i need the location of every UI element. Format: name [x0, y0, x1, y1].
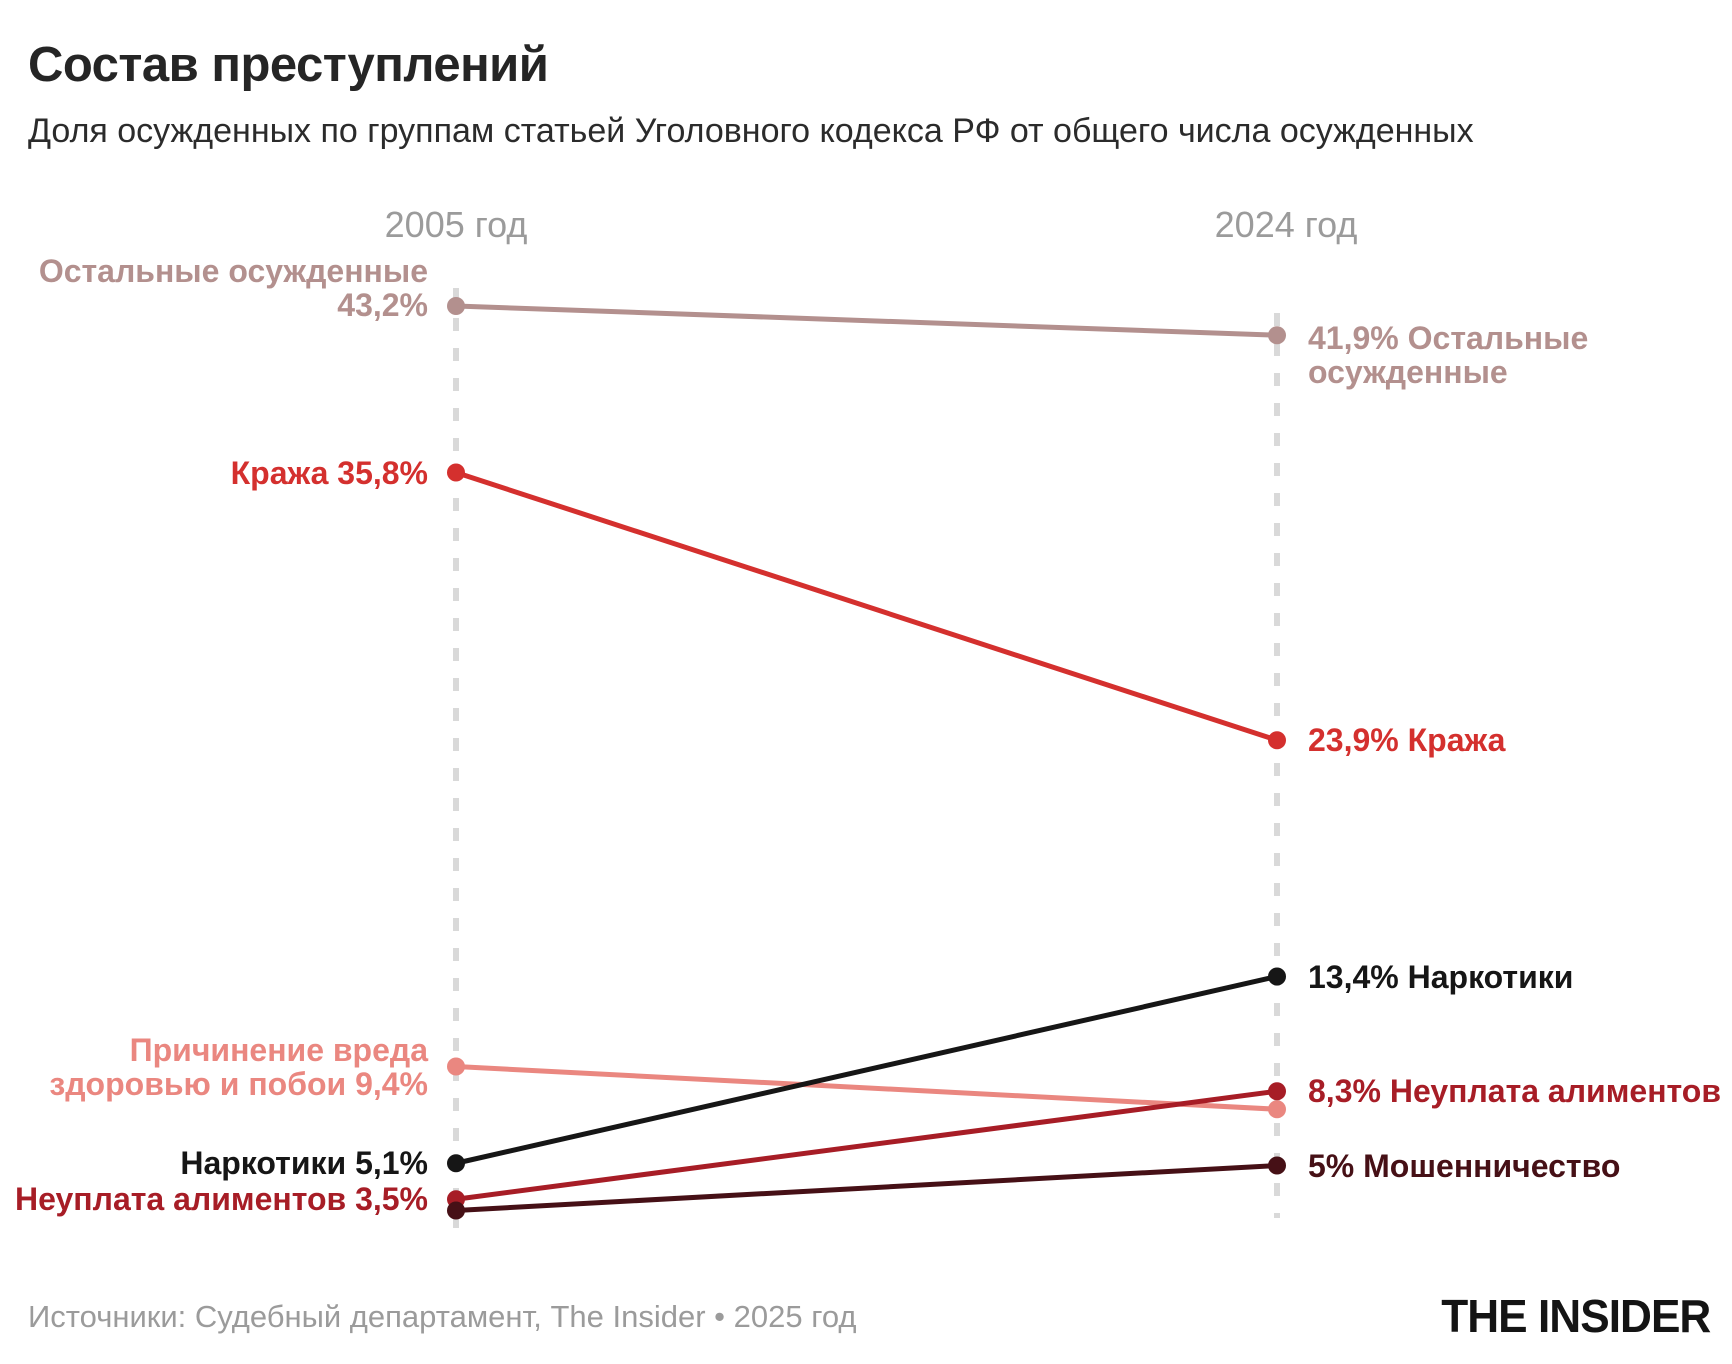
- left-label-line-vred-zdorovyu: Причинение вреда: [129, 1031, 428, 1068]
- left-label-vred-zdorovyu: Причинение вреда здоровью и побои 9,4%: [49, 1033, 428, 1101]
- left-label-line-narkotiki: Наркотики 5,1%: [180, 1145, 428, 1182]
- dot-alimenty-2024: [1268, 1082, 1286, 1101]
- left-label-line-krazha: Кража 35,8%: [230, 454, 428, 491]
- right-label-alimenty: 8,3% Неуплата алиментов: [1308, 1074, 1721, 1108]
- right-label-line-moshennichestvo: 5% Мошенничество: [1308, 1147, 1621, 1184]
- dot-krazha-2024: [1268, 731, 1286, 750]
- right-label-ostalnye: 41,9% Остальные осужденные: [1308, 321, 1588, 389]
- slope-line-vred-zdorovyu: [455, 1064, 1278, 1112]
- dot-vred-zdorovyu-2005: [447, 1057, 465, 1076]
- dot-ostalnye-2024: [1268, 326, 1286, 345]
- left-label-line-ostalnye: 43,2%: [337, 287, 428, 323]
- left-label-krazha: Кража 35,8%: [231, 456, 428, 490]
- dot-ostalnye-2005: [447, 297, 465, 315]
- right-label-line-ostalnye: 41,9% Остальные: [1308, 320, 1589, 357]
- page-subtitle: Доля осужденных по группам статьей Уголо…: [28, 112, 1474, 150]
- right-label-line-krazha: 23,9% Кража: [1308, 722, 1506, 759]
- slope-line-moshennichestvo: [455, 1163, 1278, 1213]
- dot-krazha-2005: [447, 463, 465, 482]
- column-header-2024: 2024 год: [1214, 204, 1358, 245]
- brand-logo: THE INSIDER: [1440, 1290, 1711, 1342]
- left-label-alimenty: Неуплата алиментов 3,5%: [15, 1182, 428, 1216]
- slope-line-alimenty: [455, 1088, 1278, 1202]
- left-label-line-alimenty: Неуплата алиментов 3,5%: [15, 1181, 428, 1218]
- dot-moshennichestvo-2005: [447, 1201, 465, 1220]
- left-label-line-vred-zdorovyu: здоровью и побои 9,4%: [49, 1065, 428, 1102]
- right-label-line-narkotiki: 13,4% Наркотики: [1308, 958, 1574, 995]
- slope-line-narkotiki: [455, 974, 1278, 1166]
- left-label-ostalnye: Остальные осужденные 43,2%: [39, 254, 428, 322]
- page-title: Состав преступлений: [28, 38, 549, 92]
- right-label-krazha: 23,9% Кража: [1308, 723, 1505, 757]
- right-label-line-ostalnye: осужденные: [1308, 354, 1508, 391]
- right-label-narkotiki: 13,4% Наркотики: [1308, 960, 1573, 994]
- dot-moshennichestvo-2024: [1268, 1156, 1286, 1175]
- left-label-narkotiki: Наркотики 5,1%: [180, 1146, 428, 1180]
- dot-narkotiki-2024: [1268, 967, 1286, 986]
- right-label-moshennichestvo: 5% Мошенничество: [1308, 1149, 1620, 1183]
- dot-narkotiki-2005: [447, 1154, 465, 1173]
- right-label-line-alimenty: 8,3% Неуплата алиментов: [1308, 1073, 1721, 1110]
- source-note: Источники: Судебный департамент, The Ins…: [28, 1299, 857, 1334]
- column-header-2005: 2005 год: [384, 204, 528, 245]
- left-label-line-ostalnye: Остальные осужденные: [38, 253, 428, 289]
- slope-line-krazha: [455, 470, 1278, 743]
- slope-line-ostalnye: [455, 303, 1278, 338]
- dot-vred-zdorovyu-2024: [1268, 1100, 1286, 1119]
